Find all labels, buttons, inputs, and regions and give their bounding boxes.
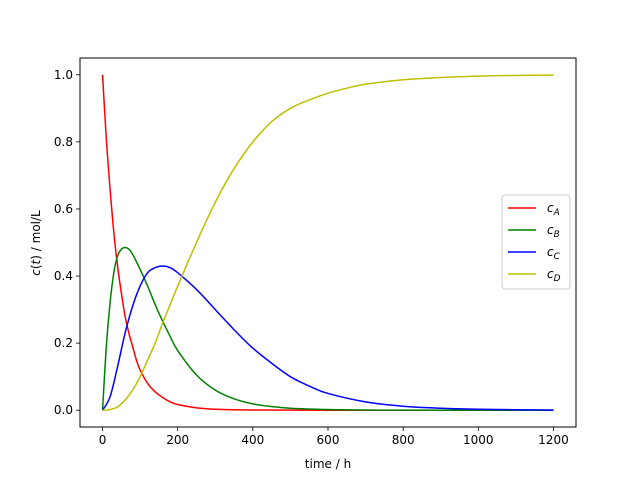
x-tick-label: 600: [317, 433, 340, 447]
y-axis-label-t: t: [29, 258, 43, 264]
series-line-cB: [101, 246, 554, 411]
y-tick-label: 1.0: [54, 68, 73, 82]
x-tick-label: 800: [392, 433, 415, 447]
x-axis-label: time / h: [305, 457, 351, 471]
y-tick-label: 0.8: [54, 135, 73, 149]
x-axis: 0 200 400 600 800 1000 1200: [99, 427, 569, 447]
y-axis: 0.0 0.2 0.4 0.6 0.8 1.0: [54, 68, 80, 417]
y-axis-label-paren: (: [29, 264, 43, 269]
legend-label-cD: cD: [547, 267, 561, 284]
series-line-cD: [102, 74, 554, 411]
y-tick-label: 0.2: [54, 336, 73, 350]
legend-label-cA: cA: [547, 201, 560, 218]
legend-label-cB: cB: [547, 223, 560, 240]
y-tick-label: 0.6: [54, 202, 73, 216]
legend-box: [501, 194, 571, 290]
x-tick-label: 400: [241, 433, 264, 447]
y-axis-label: c(t) / mol/L: [29, 210, 43, 276]
legend-label-cC: cC: [547, 245, 561, 262]
plot-area: [80, 58, 576, 427]
legend: cA cB cC cD: [501, 194, 571, 290]
x-tick-label: 1000: [463, 433, 494, 447]
x-tick-label: 0: [99, 433, 107, 447]
series-line-cC: [101, 265, 554, 411]
y-axis-label-unit: ) / mol/L: [29, 210, 43, 260]
series-layer: [101, 74, 554, 411]
x-tick-label: 1200: [538, 433, 569, 447]
x-tick-label: 200: [166, 433, 189, 447]
y-tick-label: 0.4: [54, 269, 73, 283]
y-tick-label: 0.0: [54, 403, 73, 417]
y-axis-label-c: c: [29, 269, 43, 276]
